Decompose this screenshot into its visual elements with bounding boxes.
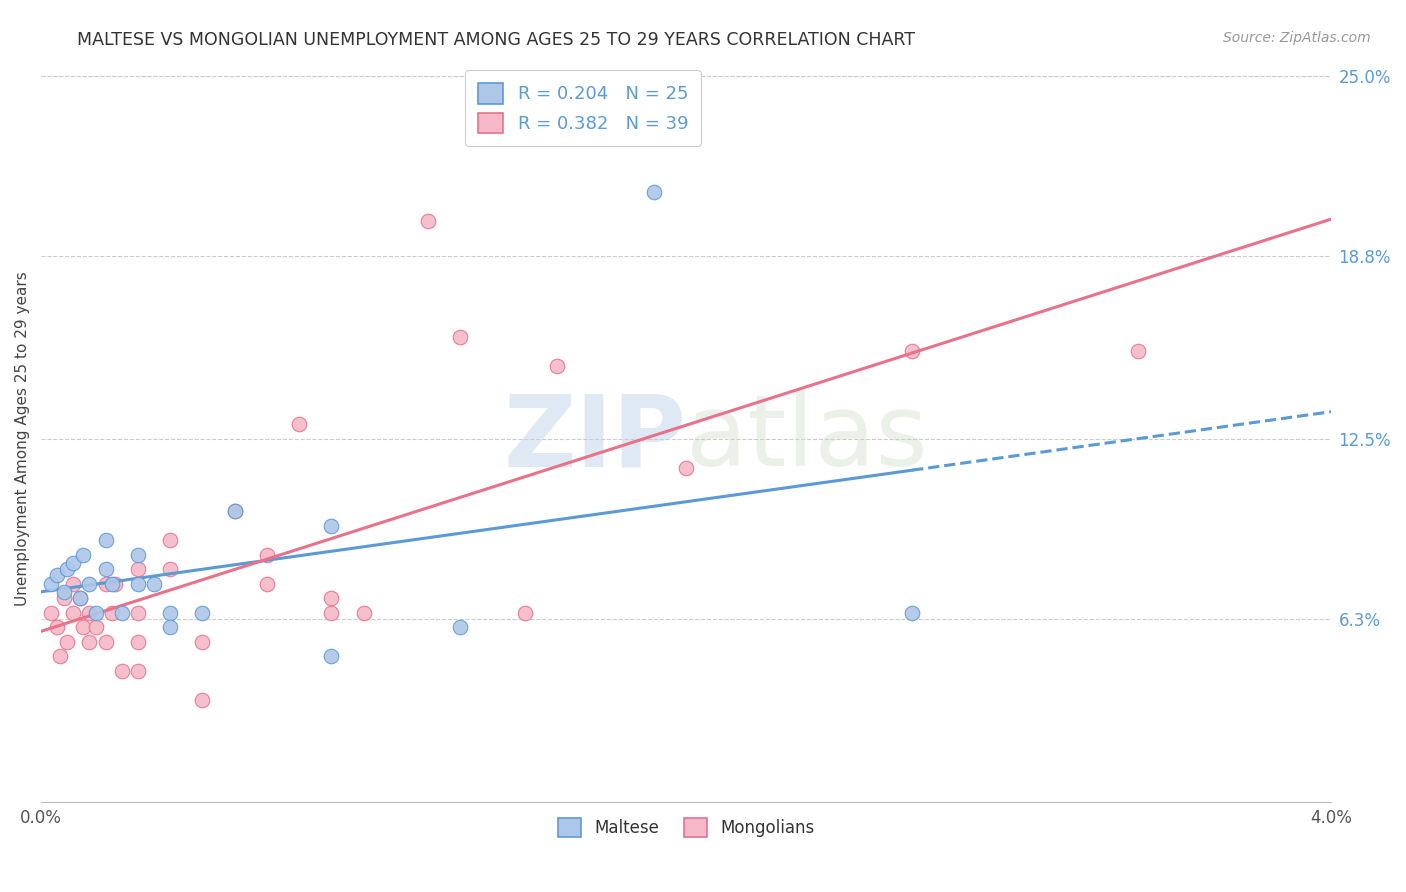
Point bbox=[159, 562, 181, 576]
Point bbox=[191, 693, 214, 707]
Point bbox=[62, 557, 84, 571]
Point bbox=[256, 548, 278, 562]
Point bbox=[288, 417, 311, 431]
Point bbox=[111, 606, 134, 620]
Point bbox=[46, 620, 69, 634]
Point bbox=[127, 606, 149, 620]
Point bbox=[127, 548, 149, 562]
Point bbox=[56, 562, 79, 576]
Point bbox=[513, 606, 536, 620]
Legend: Maltese, Mongolians: Maltese, Mongolians bbox=[551, 812, 821, 844]
Point bbox=[46, 568, 69, 582]
Point bbox=[127, 576, 149, 591]
Point bbox=[69, 591, 91, 606]
Point bbox=[94, 562, 117, 576]
Point bbox=[84, 606, 107, 620]
Point bbox=[49, 649, 72, 664]
Point bbox=[321, 518, 343, 533]
Point bbox=[159, 620, 181, 634]
Point bbox=[1126, 344, 1149, 359]
Point bbox=[101, 576, 124, 591]
Point bbox=[321, 606, 343, 620]
Point bbox=[159, 533, 181, 548]
Point bbox=[62, 606, 84, 620]
Point bbox=[52, 585, 75, 599]
Text: Source: ZipAtlas.com: Source: ZipAtlas.com bbox=[1223, 31, 1371, 45]
Point bbox=[127, 562, 149, 576]
Point bbox=[62, 576, 84, 591]
Point bbox=[256, 576, 278, 591]
Point bbox=[191, 606, 214, 620]
Point bbox=[321, 649, 343, 664]
Point bbox=[127, 635, 149, 649]
Point bbox=[418, 213, 440, 227]
Point bbox=[675, 460, 697, 475]
Point bbox=[94, 533, 117, 548]
Point bbox=[79, 606, 101, 620]
Point bbox=[449, 620, 471, 634]
Point bbox=[159, 606, 181, 620]
Point bbox=[52, 591, 75, 606]
Point bbox=[84, 620, 107, 634]
Point bbox=[224, 504, 246, 518]
Text: atlas: atlas bbox=[686, 390, 928, 487]
Point bbox=[321, 591, 343, 606]
Point bbox=[79, 576, 101, 591]
Point bbox=[39, 606, 62, 620]
Point bbox=[69, 591, 91, 606]
Text: MALTESE VS MONGOLIAN UNEMPLOYMENT AMONG AGES 25 TO 29 YEARS CORRELATION CHART: MALTESE VS MONGOLIAN UNEMPLOYMENT AMONG … bbox=[77, 31, 915, 49]
Point bbox=[546, 359, 568, 373]
Point bbox=[353, 606, 375, 620]
Point bbox=[191, 635, 214, 649]
Point bbox=[94, 576, 117, 591]
Point bbox=[643, 185, 665, 199]
Point bbox=[901, 606, 924, 620]
Point bbox=[94, 635, 117, 649]
Point bbox=[79, 635, 101, 649]
Point bbox=[143, 576, 166, 591]
Point bbox=[72, 548, 94, 562]
Point bbox=[449, 330, 471, 344]
Text: ZIP: ZIP bbox=[503, 390, 686, 487]
Point bbox=[901, 344, 924, 359]
Y-axis label: Unemployment Among Ages 25 to 29 years: Unemployment Among Ages 25 to 29 years bbox=[15, 271, 30, 606]
Point bbox=[127, 664, 149, 678]
Point bbox=[224, 504, 246, 518]
Point bbox=[72, 620, 94, 634]
Point bbox=[104, 576, 127, 591]
Point bbox=[111, 664, 134, 678]
Point bbox=[39, 576, 62, 591]
Point bbox=[56, 635, 79, 649]
Point bbox=[101, 606, 124, 620]
